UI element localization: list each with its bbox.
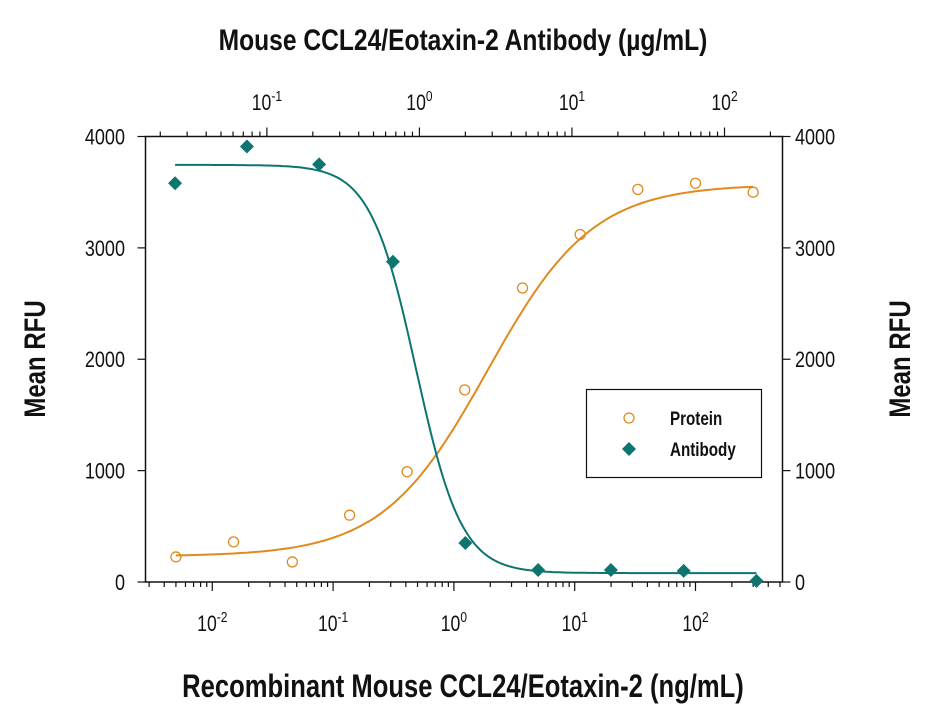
antibody-data-point bbox=[749, 573, 764, 588]
protein-data-point bbox=[227, 536, 240, 548]
x-top-tick-label: 100 bbox=[406, 88, 433, 116]
y-left-tick-label: 1000 bbox=[85, 460, 125, 484]
antibody-data-point bbox=[385, 254, 400, 269]
x-bottom-tick-label: 100 bbox=[441, 609, 468, 637]
protein-data-point bbox=[459, 384, 471, 396]
y-right-tick-label: 3000 bbox=[795, 237, 835, 261]
x-bottom-tick-label: 10-1 bbox=[318, 609, 348, 637]
protein-fit-curve bbox=[175, 185, 754, 557]
x-top-tick-label: 102 bbox=[711, 88, 737, 116]
x-bottom-tick-label: 101 bbox=[562, 609, 588, 637]
x-bottom-tick-label: 102 bbox=[682, 609, 708, 637]
chart-title: Mouse CCL24/Eotaxin-2 Antibody (µg/mL) bbox=[219, 23, 708, 57]
y-left-tick-label: 4000 bbox=[85, 126, 125, 150]
y-right-tick-label: 0 bbox=[795, 571, 805, 595]
antibody-fit-curve bbox=[175, 163, 757, 575]
legend-protein-label: Protein bbox=[670, 407, 722, 429]
plot-frame bbox=[144, 135, 784, 583]
antibody-data-point bbox=[458, 536, 473, 551]
antibody-data-point bbox=[603, 562, 618, 577]
legend: Protein Antibody bbox=[585, 388, 763, 479]
x-axis-label: Recombinant Mouse CCL24/Eotaxin-2 (ng/mL… bbox=[182, 669, 744, 704]
protein-data-point bbox=[574, 228, 586, 241]
protein-data-point bbox=[343, 509, 356, 521]
y-axis-label-left: Mean RFU bbox=[17, 300, 51, 417]
y-left-tick-label: 3000 bbox=[85, 237, 125, 261]
legend-antibody-marker bbox=[622, 442, 636, 456]
antibody-data-point bbox=[239, 139, 254, 154]
protein-data-point bbox=[689, 177, 702, 189]
x-top-tick-label: 10-1 bbox=[252, 88, 282, 116]
legend-antibody-label: Antibody bbox=[670, 438, 736, 460]
antibody-data-point bbox=[312, 157, 327, 172]
y-left-tick-label: 0 bbox=[115, 571, 125, 595]
antibody-data-point bbox=[168, 176, 183, 191]
protein-data-point bbox=[516, 282, 529, 294]
legend-protein-marker bbox=[623, 412, 635, 424]
x-top-tick-label: 101 bbox=[559, 88, 585, 116]
y-left-tick-label: 2000 bbox=[85, 349, 125, 373]
y-right-tick-label: 4000 bbox=[795, 126, 835, 150]
antibody-data-point bbox=[531, 562, 546, 577]
protein-data-point bbox=[632, 183, 644, 196]
y-right-tick-label: 2000 bbox=[795, 349, 835, 373]
protein-data-point bbox=[747, 186, 759, 198]
x-bottom-tick-label: 10-2 bbox=[197, 609, 227, 637]
protein-data-point bbox=[286, 556, 298, 568]
protein-data-point bbox=[401, 466, 413, 478]
legend-box bbox=[585, 388, 763, 479]
protein-data-point bbox=[170, 551, 182, 563]
y-axis-label-right: Mean RFU bbox=[882, 300, 916, 417]
y-right-tick-label: 1000 bbox=[795, 460, 835, 484]
antibody-data-point bbox=[676, 563, 691, 578]
